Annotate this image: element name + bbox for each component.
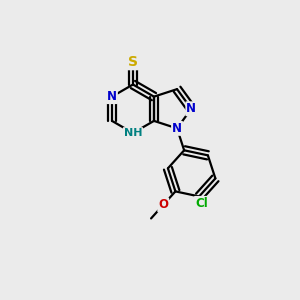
Text: N: N — [186, 102, 196, 115]
Text: NH: NH — [124, 128, 142, 138]
Text: N: N — [107, 90, 117, 103]
Text: S: S — [128, 55, 138, 69]
Text: O: O — [158, 198, 168, 212]
Text: Cl: Cl — [195, 197, 208, 210]
Text: N: N — [172, 122, 182, 135]
